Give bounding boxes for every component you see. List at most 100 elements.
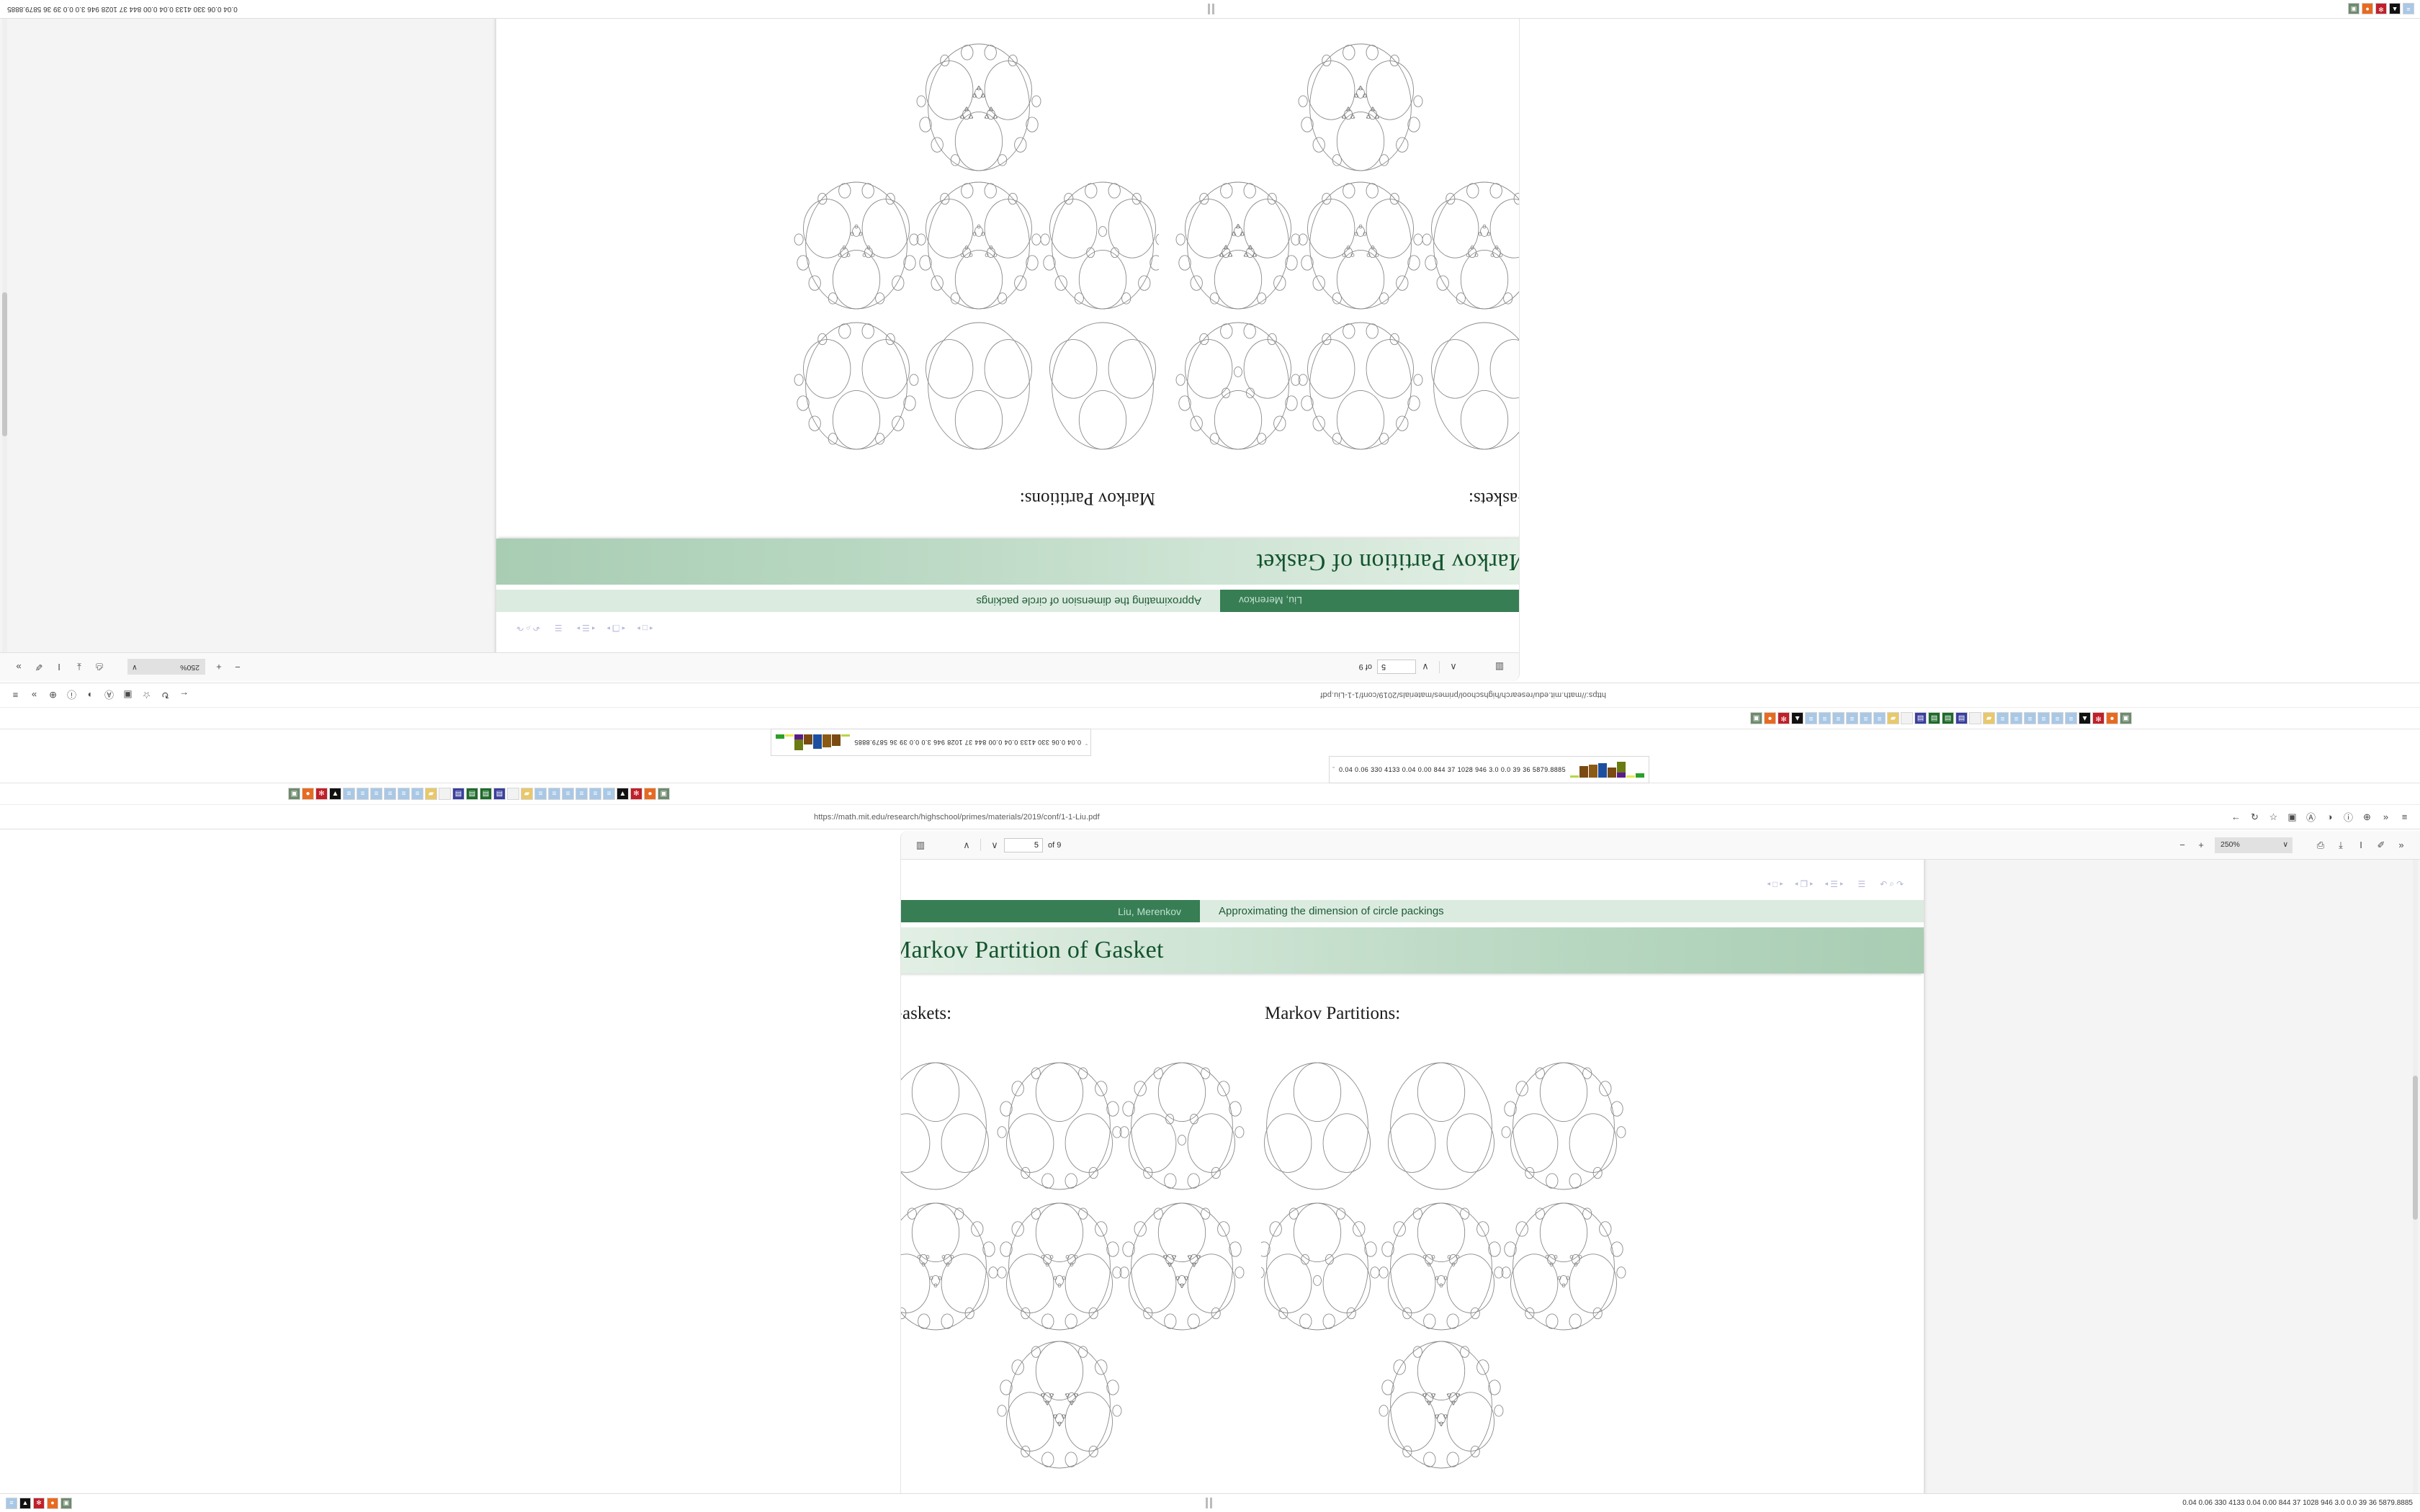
taskbar-icon-terminal[interactable]: ▣ (2348, 3, 2360, 15)
account-icon[interactable]: ⓘ (67, 689, 77, 700)
reload-icon[interactable]: ↻ (161, 690, 169, 701)
panel-collapse-caret[interactable]: ˇ (1085, 739, 1088, 746)
taskbar-icon-red[interactable]: ✻ (33, 1497, 45, 1509)
print-icon[interactable]: ⎙ (2316, 839, 2325, 850)
tab-favicon-doc-9[interactable]: ≡ (562, 788, 574, 800)
back-icon[interactable]: ← (2231, 811, 2241, 822)
tab-favicon-terminal[interactable]: ▣ (2120, 712, 2132, 724)
tab-favicon-doc-11[interactable]: ≡ (1819, 712, 1831, 724)
tab-favicon-doc-10[interactable]: ≡ (575, 788, 588, 800)
tab-list[interactable]: ▣ ● ✻ ▲ ≡ ≡ ≡ ≡ ≡ ≡ ▰ ▤ ▤ ▤ ▤ ▰ ≡ ≡ ≡ ≡ ≡ ≡ ▲ ✻ ● ▣ (1750, 712, 2132, 724)
os-taskbar[interactable]: ≡ ▲ ✻ ● ▣ 0.04 0.06 330 4133 0.04 0.00 844 3… (0, 1493, 2420, 1512)
tab-list[interactable]: ▣ ● ✻ ▲ ≡ ≡ ≡ ≡ ≡ ≡ ▰ ▤ ▤ ▤ ▤ ▰ ≡ ≡ ≡ ≡ ≡ ≡ ▲ ✻ ● ▣ (288, 788, 670, 800)
taskbar-icon-dark[interactable]: ▲ (2389, 3, 2401, 15)
pause-indicator-icon[interactable] (1206, 1498, 1216, 1508)
navigate-forward-icon[interactable]: ↷ (1896, 878, 1904, 889)
extensions-icon[interactable]: ⊕ (2363, 811, 2371, 822)
previous-page-button[interactable]: ∧ (1450, 662, 1457, 673)
tab-favicon-green[interactable]: ▤ (1942, 712, 1954, 724)
highlight-icon[interactable]: ✐ (2377, 839, 2385, 850)
subsection-icon[interactable]: ☰ (1830, 878, 1838, 889)
tab-favicon-doc-7[interactable]: ≡ (1873, 712, 1886, 724)
tab-favicon-green[interactable]: ▤ (466, 788, 478, 800)
pdf-tool-icons[interactable]: ⎙ ⤓ I ✐ » (2311, 837, 2411, 854)
tab-favicon-red[interactable]: ✻ (2092, 712, 2105, 724)
more-tools-icon[interactable]: » (16, 662, 22, 672)
tab-favicon-doc-8[interactable]: ≡ (1860, 712, 1872, 724)
zoom-in-button[interactable]: + (216, 662, 222, 672)
zoom-out-button[interactable]: − (235, 662, 241, 672)
hamburger-menu-icon[interactable]: ≡ (2401, 811, 2408, 822)
tab-favicon-doc-3[interactable]: ≡ (370, 788, 382, 800)
overflow-icon[interactable]: » (31, 690, 37, 701)
search-icon[interactable]: ⌕ (526, 624, 531, 634)
slide-icon[interactable]: □ (1772, 878, 1778, 889)
tab-favicon-terminal-2[interactable]: ▣ (1750, 712, 1762, 724)
pdf-toolbar-right[interactable]: − + 250% ∨ ⎙ ⤓ I ✐ » (2173, 837, 2420, 854)
slide-next-icon[interactable]: ▸ (1780, 880, 1783, 887)
reader-view-icon[interactable]: ▣ (123, 690, 133, 701)
tab-favicon-blank-2[interactable] (507, 788, 519, 800)
tab-favicon-doc-2[interactable]: ≡ (2051, 712, 2063, 724)
browser-nav-bar[interactable]: https://math.mit.edu/research/highschool… (0, 805, 2420, 829)
pdf-scrollbar[interactable] (2413, 860, 2418, 1512)
navigate-back-icon[interactable]: ↶ (1880, 878, 1888, 889)
tab-favicon-dark-2[interactable]: ▲ (1791, 712, 1803, 724)
frame-next-icon[interactable]: ▸ (1810, 880, 1814, 887)
bookmark-star-icon[interactable]: ☆ (142, 690, 151, 701)
slide-prev-icon[interactable]: ◂ (650, 625, 653, 632)
search-icon[interactable]: ⌕ (1889, 878, 1894, 888)
browser-tab-strip[interactable]: ▣ ● ✻ ▲ ≡ ≡ ≡ ≡ ≡ ≡ ▰ ▤ ▤ ▤ ▤ ▰ ≡ ≡ ≡ ≡ ≡ ≡ ▲ ✻ ● ▣ (0, 707, 2420, 729)
tab-favicon-dark[interactable]: ▲ (329, 788, 341, 800)
tab-favicon-doc-1[interactable]: ≡ (2065, 712, 2077, 724)
translate-icon[interactable]: Ⓐ (2305, 812, 2316, 823)
subsection-prev-icon[interactable]: ◂ (591, 625, 596, 632)
tab-favicon-save-pb[interactable]: ▤ (1955, 712, 1968, 724)
subsection-icon[interactable]: ☰ (582, 623, 590, 634)
page-number-input[interactable]: 5 (1004, 837, 1043, 852)
tab-favicon-dark[interactable]: ▲ (2079, 712, 2091, 724)
tab-favicon-doc-8[interactable]: ≡ (548, 788, 560, 800)
pdf-toolbar[interactable]: ▥ ∧ ∨ 5 of 9 − + 250% ∨ ⎙ ⤓ I ✐ » (0, 652, 1519, 681)
subsection-prev-icon[interactable]: ◂ (1824, 880, 1829, 887)
print-icon[interactable]: ⎙ (95, 662, 104, 673)
reload-icon[interactable]: ↻ (2251, 811, 2259, 822)
tab-favicon-firefox-2[interactable]: ● (1764, 712, 1776, 724)
frame-icon[interactable]: ❐ (1800, 878, 1809, 889)
tab-favicon-red[interactable]: ✻ (315, 788, 328, 800)
section-icon[interactable]: ☰ (1857, 878, 1866, 889)
tab-favicon-doc-6[interactable]: ≡ (1996, 712, 2009, 724)
nav-icon-group[interactable]: ← ↻ ☆ ▣ Ⓐ ◑ ⓘ ⊕ » ≡ (2231, 811, 2420, 824)
tab-favicon-folder[interactable]: ▰ (425, 788, 437, 800)
hamburger-menu-icon[interactable]: ≡ (12, 690, 19, 701)
overflow-icon[interactable]: » (2383, 811, 2389, 822)
subsection-next-icon[interactable]: ▸ (576, 625, 581, 632)
address-bar-url[interactable]: https://math.mit.edu/research/highschool… (814, 812, 1100, 822)
tab-favicon-green-2[interactable]: ▤ (1928, 712, 1940, 724)
pdf-toolbar[interactable]: ▥ ∧ ∨ 5 of 9 − + 250% ∨ ⎙ ⤓ I ✐ » (901, 831, 2420, 860)
next-page-button[interactable]: ∨ (991, 839, 998, 850)
pdf-tool-icons[interactable]: ⎙ ⤓ I ✐ » (9, 659, 109, 676)
tab-favicon-green-2[interactable]: ▤ (480, 788, 492, 800)
taskbar-icon-doc[interactable]: ≡ (2403, 3, 2414, 15)
more-tools-icon[interactable]: » (2398, 840, 2404, 850)
tab-favicon-doc-11[interactable]: ≡ (589, 788, 601, 800)
taskbar-icon-firefox[interactable]: ● (47, 1497, 58, 1509)
navigate-back-icon[interactable]: ↶ (532, 623, 540, 634)
zoom-in-button[interactable]: + (2198, 840, 2204, 850)
tab-favicon-firefox[interactable]: ● (302, 788, 314, 800)
beamer-navigation-bar[interactable]: ◂ □ ▸ ◂ ❐ ▸ ◂ ☰ ▸ ☰ (1767, 878, 1904, 889)
beamer-navigation-bar[interactable]: ◂ □ ▸ ◂ ❐ ▸ ◂ ☰ ▸ ☰ (516, 623, 653, 634)
subsection-next-icon[interactable]: ▸ (1839, 880, 1844, 887)
tab-favicon-red-2[interactable]: ✻ (630, 788, 642, 800)
pdf-toolbar-right[interactable]: − + 250% ∨ ⎙ ⤓ I ✐ » (0, 659, 247, 676)
sidebar-toggle-icon[interactable]: ▥ (915, 839, 926, 850)
os-taskbar[interactable]: ≡ ▲ ✻ ● ▣ 0.04 0.06 330 4133 0.04 0.00 844 3… (0, 0, 2420, 19)
tab-favicon-doc-7[interactable]: ≡ (534, 788, 547, 800)
download-icon[interactable]: ⤓ (77, 662, 81, 673)
tab-favicon-doc-6[interactable]: ≡ (411, 788, 424, 800)
highlight-icon[interactable]: ✐ (35, 662, 43, 673)
bookmark-star-icon[interactable]: ☆ (2269, 811, 2278, 822)
frame-next-icon[interactable]: ▸ (606, 625, 610, 632)
taskbar-icon-list[interactable]: ≡ ▲ ✻ ● ▣ (2348, 3, 2414, 15)
